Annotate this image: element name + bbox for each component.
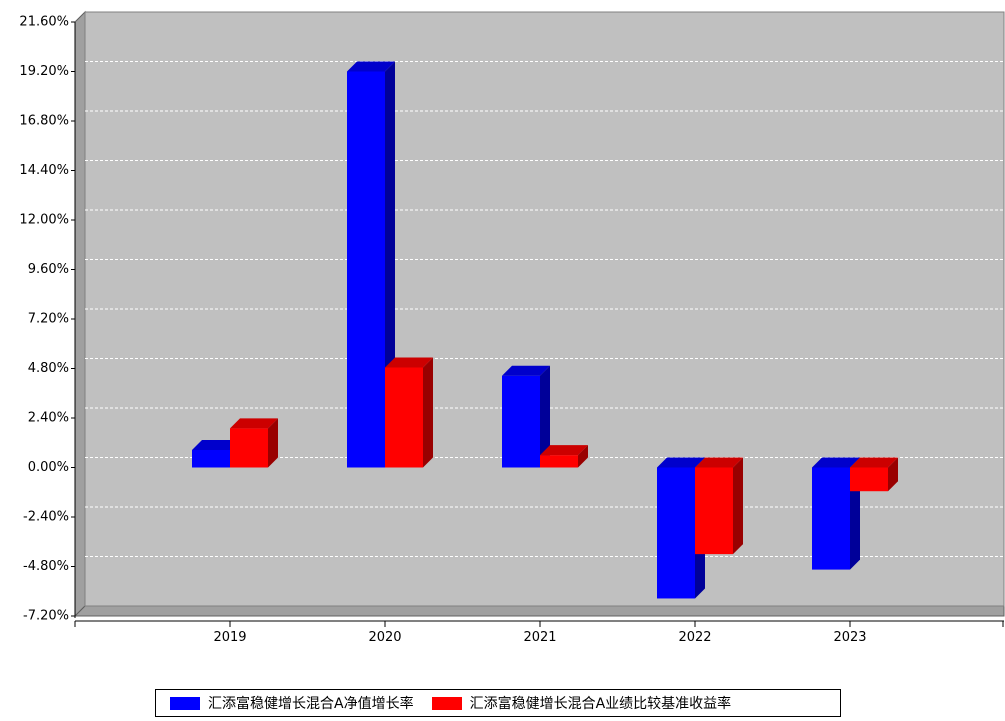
bar-front	[192, 449, 230, 468]
bar-top	[385, 357, 433, 368]
y-tick-label: 14.40%	[19, 163, 69, 178]
floor	[73, 605, 1005, 617]
bar-benchmark-2021	[540, 445, 588, 468]
y-tick-label: 12.00%	[19, 213, 69, 228]
y-tick-label: 21.60%	[19, 15, 69, 30]
bar-side	[888, 457, 898, 492]
y-tick-label: 19.20%	[19, 64, 69, 79]
bar-side	[540, 365, 550, 468]
y-tick-label: -7.20%	[23, 609, 69, 624]
bar-top	[695, 457, 743, 468]
bar-front	[850, 467, 888, 492]
legend: 汇添富稳健增长混合A净值增长率 汇添富稳健增长混合A业绩比较基准收益率	[155, 689, 841, 717]
legend-item-benchmark: 汇添富稳健增长混合A业绩比较基准收益率	[431, 693, 732, 713]
bar-front	[540, 455, 578, 468]
bar-side	[268, 418, 278, 468]
x-tick-label: 2020	[368, 630, 401, 645]
legend-label-benchmark: 汇添富稳健增长混合A业绩比较基准收益率	[469, 696, 732, 712]
y-tick-label: 0.00%	[28, 460, 69, 475]
bars	[192, 61, 898, 599]
bar-benchmark-2019	[230, 418, 278, 468]
x-tick-label: 2022	[678, 630, 711, 645]
bar-side	[423, 357, 433, 468]
y-tick-label: -2.40%	[23, 510, 69, 525]
bar-benchmark-2020	[385, 357, 433, 468]
bar-top	[812, 457, 860, 468]
y-axis-ticks: 21.60% 19.20% 16.80% 14.40% 12.00% 9.60% 7.20%…	[19, 15, 75, 624]
y-tick-label: 16.80%	[19, 114, 69, 129]
x-tick-label: 2021	[523, 630, 556, 645]
x-tick-label: 2019	[213, 630, 246, 645]
bar-benchmark-2022	[695, 457, 743, 555]
bar-top	[502, 365, 550, 376]
y-tick-label: -4.80%	[23, 559, 69, 574]
legend-swatch-red	[431, 696, 462, 710]
legend-item-nav-growth: 汇添富稳健增长混合A净值增长率	[170, 693, 414, 713]
bar-side	[733, 457, 743, 555]
x-tick-label: 2023	[833, 630, 866, 645]
bar-nav-2021	[502, 365, 550, 468]
y-tick-label: 9.60%	[28, 262, 69, 277]
legend-swatch-blue	[170, 696, 200, 710]
bar-top	[192, 439, 240, 450]
bar-top	[540, 445, 588, 456]
bar-top	[347, 61, 395, 72]
y-tick-label: 4.80%	[28, 361, 69, 376]
bar-front	[502, 375, 540, 468]
bar-front	[695, 467, 733, 555]
bar-top	[850, 457, 898, 468]
bar-top	[230, 418, 278, 429]
bar-front	[657, 467, 695, 599]
bar-side	[578, 445, 588, 468]
bar-benchmark-2023	[850, 457, 898, 492]
bar-front	[347, 71, 385, 468]
left-wall	[74, 10, 86, 618]
bar-front	[385, 367, 423, 468]
bar-top	[657, 457, 705, 468]
bar-front	[812, 467, 850, 570]
bar-front	[230, 428, 268, 468]
y-tick-label: 7.20%	[28, 312, 69, 327]
x-axis-ticks: 2019 2020 2021 2022 2023	[74, 621, 1004, 645]
plot-area	[73, 10, 1005, 618]
legend-label-nav-growth: 汇添富稳健增长混合A净值增长率	[208, 696, 414, 712]
y-tick-label: 2.40%	[28, 411, 69, 426]
